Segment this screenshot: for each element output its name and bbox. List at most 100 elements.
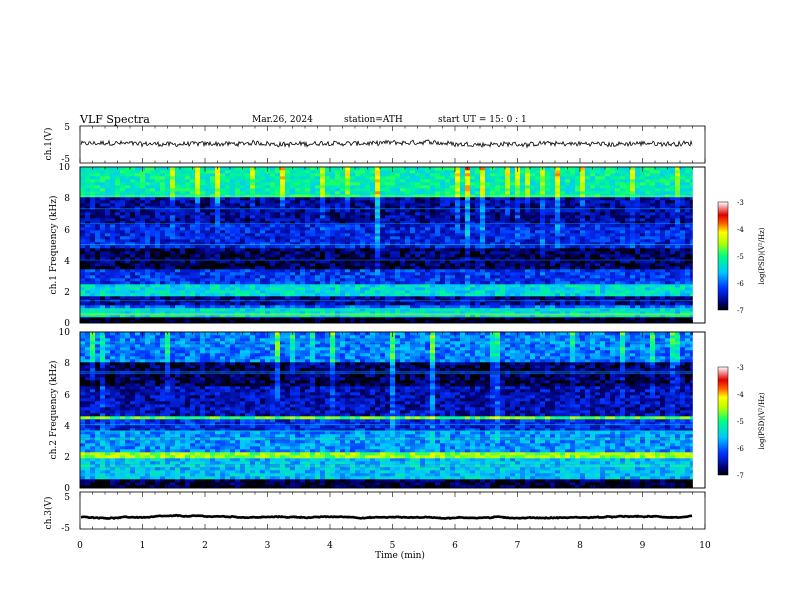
spectrogram-cell bbox=[165, 200, 171, 204]
spectrogram-cell bbox=[370, 215, 376, 219]
spectrogram-cell bbox=[260, 311, 266, 315]
spectrogram-cell bbox=[275, 200, 281, 204]
spectrogram-cell bbox=[425, 197, 431, 201]
spectrogram-cell bbox=[145, 185, 151, 189]
spectrogram-cell bbox=[510, 173, 516, 177]
spectrogram-cell bbox=[235, 212, 241, 216]
spectrogram-cell bbox=[495, 278, 501, 282]
spectrogram-cell bbox=[180, 170, 186, 174]
spectrogram-cell bbox=[475, 314, 481, 318]
spectrogram-cell bbox=[165, 215, 171, 219]
spectrogram-cell bbox=[440, 245, 446, 249]
spectrogram-cell bbox=[530, 302, 536, 306]
spectrogram-cell bbox=[145, 275, 151, 279]
spectrogram-cell bbox=[255, 284, 261, 288]
spectrogram-cell bbox=[80, 170, 86, 174]
spectrogram-cell bbox=[270, 215, 276, 219]
spectrogram-cell bbox=[195, 254, 201, 258]
spectrogram-cell bbox=[155, 215, 161, 219]
spectrogram-cell bbox=[100, 242, 106, 246]
spectrogram-cell bbox=[455, 194, 461, 198]
spectrogram-cell bbox=[385, 314, 391, 318]
spectrogram-cell bbox=[110, 311, 116, 315]
spectrogram-cell bbox=[505, 191, 511, 195]
spectrogram-cell bbox=[535, 251, 541, 255]
spectrogram-cell bbox=[145, 266, 151, 270]
spectrogram-cell bbox=[255, 167, 261, 171]
spectrogram-cell bbox=[110, 239, 116, 243]
spectrogram-cell bbox=[180, 191, 186, 195]
spectrogram-cell bbox=[285, 260, 291, 264]
spectrogram-cell bbox=[495, 254, 501, 258]
spectrogram-cell bbox=[130, 263, 136, 267]
spectrogram-cell bbox=[165, 227, 171, 231]
spectrogram-cell bbox=[475, 287, 481, 291]
spectrogram-cell bbox=[245, 224, 251, 228]
spectrogram-cell bbox=[105, 308, 111, 312]
spectrogram-cell bbox=[205, 263, 211, 267]
spectrogram-cell bbox=[480, 221, 486, 225]
spectrogram-cell bbox=[220, 233, 226, 237]
spectrogram-cell bbox=[340, 206, 346, 210]
spectrogram-cell bbox=[435, 179, 441, 183]
spectrogram-cell bbox=[290, 170, 296, 174]
spectrogram-cell bbox=[405, 287, 411, 291]
spectrogram-cell bbox=[415, 305, 421, 309]
spectrogram-cell bbox=[305, 308, 311, 312]
spectrogram-cell bbox=[365, 263, 371, 267]
spectrogram-cell bbox=[115, 194, 121, 198]
spectrogram-cell bbox=[185, 308, 191, 312]
spectrogram-cell bbox=[235, 290, 241, 294]
spectrogram-cell bbox=[460, 173, 466, 177]
spectrogram-cell bbox=[250, 224, 256, 228]
spectrogram-cell bbox=[190, 188, 196, 192]
spectrogram-cell bbox=[100, 191, 106, 195]
spectrogram-cell bbox=[450, 293, 456, 297]
spectrogram-cell bbox=[95, 308, 101, 312]
spectrogram-cell bbox=[200, 221, 206, 225]
spectrogram-cell bbox=[475, 170, 481, 174]
spectrogram-cell bbox=[545, 203, 551, 207]
spectrogram-cell bbox=[275, 185, 281, 189]
spectrogram-cell bbox=[505, 179, 511, 183]
spectrogram-cell bbox=[405, 251, 411, 255]
spectrogram-cell bbox=[490, 317, 496, 321]
spectrogram-cell bbox=[255, 290, 261, 294]
spectrogram-cell bbox=[105, 242, 111, 246]
spectrogram-cell bbox=[545, 278, 551, 282]
spectrogram-cell bbox=[260, 182, 266, 186]
spectrogram-cell bbox=[240, 233, 246, 237]
spectrogram-cell bbox=[140, 185, 146, 189]
spectrogram-cell bbox=[395, 266, 401, 270]
spectrogram-cell bbox=[145, 281, 151, 285]
spectrogram-cell bbox=[410, 293, 416, 297]
spectrogram-cell bbox=[375, 257, 381, 261]
spectrogram-cell bbox=[125, 296, 131, 300]
spectrogram-cell bbox=[365, 311, 371, 315]
spectrogram-cell bbox=[120, 308, 126, 312]
spectrogram-cell bbox=[265, 176, 271, 180]
spectrogram-cell bbox=[185, 248, 191, 252]
spectrogram-cell bbox=[180, 209, 186, 213]
spectrogram-cell bbox=[140, 260, 146, 264]
spectrogram-cell bbox=[530, 257, 536, 261]
spectrogram-cell bbox=[145, 305, 151, 309]
spectrogram-cell bbox=[365, 245, 371, 249]
spectrogram-cell bbox=[195, 236, 201, 240]
spectrogram-cell bbox=[520, 191, 526, 195]
spectrogram-cell bbox=[405, 275, 411, 279]
spectrogram-cell bbox=[345, 203, 351, 207]
spectrogram-cell bbox=[540, 179, 546, 183]
spectrogram-cell bbox=[460, 167, 466, 171]
spectrogram-cell bbox=[145, 191, 151, 195]
spectrogram-cell bbox=[495, 212, 501, 216]
spectrogram-cell bbox=[285, 263, 291, 267]
spectrogram-cell bbox=[155, 293, 161, 297]
spectrogram-cell bbox=[195, 209, 201, 213]
spectrogram-cell bbox=[525, 287, 531, 291]
spectrogram-cell bbox=[210, 317, 216, 321]
spectrogram-cell bbox=[135, 275, 141, 279]
spectrogram-cell bbox=[470, 308, 476, 312]
spectrogram-cell bbox=[500, 254, 506, 258]
spectrogram-cell bbox=[190, 242, 196, 246]
